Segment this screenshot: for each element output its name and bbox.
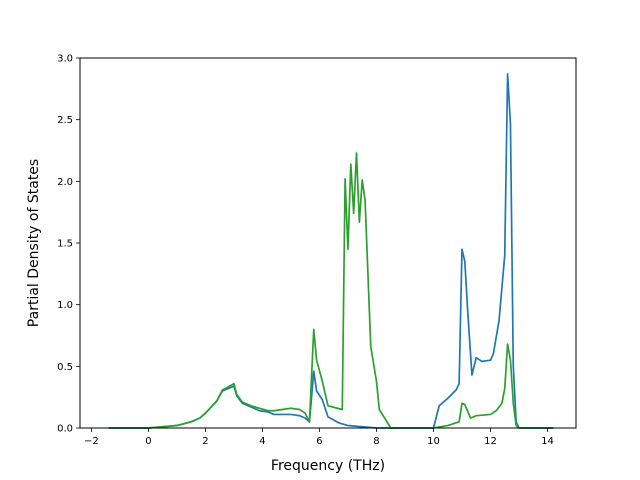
y-tick-label: 0.0 — [57, 424, 73, 435]
y-tick-label: 1.5 — [57, 239, 73, 250]
series-line-0 — [108, 73, 554, 429]
x-tick-label: 8 — [373, 436, 379, 447]
plot-lines — [108, 73, 554, 429]
plot-frame — [79, 57, 577, 429]
x-tick-label: 4 — [259, 436, 265, 447]
y-tick-label: 2.0 — [57, 177, 73, 188]
y-axis-ticks: 0.0 0.5 1.0 1.5 2.0 2.5 3.0 — [57, 54, 80, 435]
x-tick-label: 14 — [541, 436, 554, 447]
x-tick-label: 6 — [316, 436, 322, 447]
x-axis-ticks: −2 0 2 4 6 8 10 12 14 — [84, 428, 554, 447]
y-tick-label: 3.0 — [57, 54, 73, 65]
x-tick-label: 2 — [202, 436, 208, 447]
x-tick-label: −2 — [84, 436, 99, 447]
x-tick-label: 10 — [427, 436, 440, 447]
y-tick-label: 0.5 — [57, 362, 73, 373]
y-tick-label: 1.0 — [57, 300, 73, 311]
series-line-1 — [108, 152, 554, 429]
y-axis-title: Partial Density of States — [26, 159, 42, 327]
y-tick-label: 2.5 — [57, 115, 73, 126]
x-tick-label: 12 — [484, 436, 497, 447]
x-tick-label: 0 — [145, 436, 151, 447]
x-axis-title: Frequency (THz) — [271, 458, 385, 474]
